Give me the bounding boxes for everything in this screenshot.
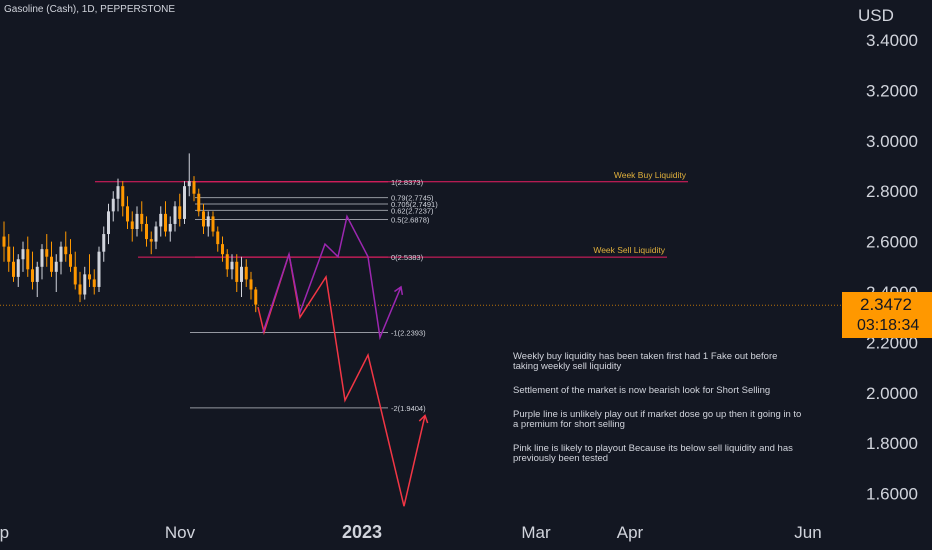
currency-label[interactable]: USD (858, 6, 894, 25)
candle-body (21, 249, 25, 260)
analysis-notes: Weekly buy liquidity has been taken firs… (513, 352, 803, 478)
candle-body (149, 239, 153, 242)
candle-body (88, 274, 91, 280)
candle-body (130, 221, 134, 229)
fib-level-label: 0(2.5383) (391, 253, 424, 262)
y-tick-label: 1.8000 (866, 434, 918, 453)
y-tick-label: 2.0000 (866, 384, 918, 403)
liquidity-label: Week Buy Liquidity (614, 170, 687, 180)
candle-body (140, 213, 144, 224)
candle-body (202, 211, 205, 227)
candle-body (7, 246, 11, 262)
candle-body (211, 216, 215, 232)
candle-body (83, 274, 87, 295)
candle-body (206, 216, 210, 227)
candle-body (111, 198, 115, 212)
y-tick-label: 2.2000 (866, 333, 918, 352)
note-4: Pink line is likely to playout Because i… (513, 443, 793, 464)
candle-body (135, 213, 139, 229)
candle-body (64, 246, 68, 255)
x-tick-label: 2023 (342, 522, 382, 542)
candle-body (254, 289, 258, 305)
fib-level-label: 0.705(2.7491) (391, 200, 438, 209)
bar-countdown: 03:18:34 (857, 317, 920, 334)
candle-body (16, 259, 20, 277)
candle-body (50, 256, 53, 272)
candle-body (244, 266, 248, 280)
fib-level-label: -1(2.2393) (391, 328, 426, 337)
candle-body (45, 249, 49, 257)
candle-body (40, 249, 44, 267)
y-tick-label: 1.6000 (866, 485, 918, 504)
candle-body (154, 226, 158, 242)
candle-body (31, 269, 34, 282)
candle-body (187, 181, 191, 187)
candle-body (121, 186, 125, 207)
candle-body (78, 284, 82, 295)
x-tick-label: Jun (794, 523, 821, 542)
candle-body (225, 254, 229, 270)
candle-body (249, 279, 253, 290)
fib-level-label: 0.5(2.6878) (391, 215, 430, 224)
candle-body (240, 266, 243, 282)
candle-body (145, 223, 148, 240)
candle-body (12, 261, 15, 277)
candle-body (2, 236, 6, 247)
candle-body (230, 261, 234, 270)
candle-body (35, 266, 39, 282)
projection-path (257, 253, 426, 507)
y-tick-label: 3.2000 (866, 81, 918, 100)
candle-body (54, 261, 58, 272)
symbol-title[interactable]: Gasoline (Cash), 1D, PEPPERSTONE (4, 4, 175, 15)
candle-body (216, 231, 220, 245)
note-3: Purple line is unlikely play out if mark… (513, 409, 802, 430)
candle-body (92, 279, 96, 287)
fib-level-label: 0.79(2.7745) (391, 194, 434, 203)
x-tick-label: Sep (0, 523, 9, 542)
last-price-badge: 2.3472 03:18:34 (842, 292, 932, 338)
candle-body (116, 186, 120, 199)
fib-level-label: 0.62(2.7237) (391, 206, 434, 215)
candle-body (235, 261, 239, 282)
candle-body (221, 244, 224, 255)
candle-body (102, 234, 106, 252)
candle-body (178, 206, 182, 219)
projection-arrowhead (418, 414, 429, 424)
fib-level-label: 1(2.8373) (391, 178, 424, 187)
projection-arrowhead (394, 285, 404, 295)
liquidity-label: Week Sell Liquidity (593, 245, 665, 255)
candle-body (69, 254, 72, 267)
note-1: Weekly buy liquidity has been taken firs… (513, 351, 778, 372)
candle-body (183, 186, 186, 219)
candle-body (107, 211, 110, 235)
candle-body (173, 206, 177, 224)
candle-body (159, 213, 163, 227)
y-tick-label: 3.4000 (866, 31, 918, 50)
note-2: Settlement of the market is now bearish … (513, 385, 771, 396)
projection-path (262, 214, 402, 341)
candle-body (97, 251, 101, 287)
candle-body (26, 249, 30, 270)
x-tick-label: Mar (521, 523, 551, 542)
candle-body (164, 213, 167, 232)
candle-body (59, 246, 63, 262)
last-price-value: 2.3472 (860, 295, 912, 314)
candle-body (192, 181, 196, 194)
y-tick-label: 2.6000 (866, 233, 918, 252)
y-tick-label: 2.8000 (866, 182, 918, 201)
y-tick-label: 3.0000 (866, 132, 918, 151)
candle-body (126, 206, 129, 222)
candle-body (73, 266, 77, 285)
x-tick-label: Nov (165, 523, 196, 542)
fib-level-label: -2(1.9404) (391, 404, 426, 413)
x-tick-label: Apr (617, 523, 644, 542)
candle-body (197, 193, 201, 212)
candle-body (168, 223, 172, 232)
